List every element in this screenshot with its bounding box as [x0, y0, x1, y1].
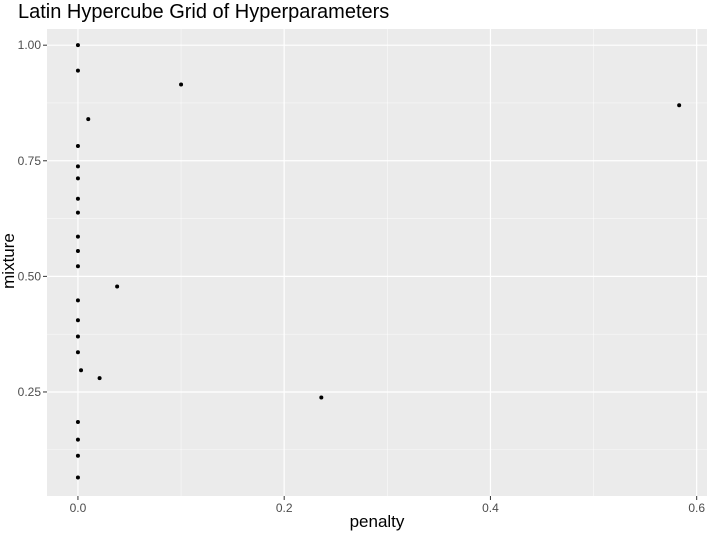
data-point [75, 453, 80, 458]
data-point [75, 437, 80, 442]
minor-grid-x [180, 29, 594, 496]
x-tick-label: 0.6 [688, 501, 705, 515]
data-point [75, 318, 80, 323]
data-point [97, 376, 102, 381]
y-tick-label: 0.50 [18, 269, 42, 283]
data-points [75, 43, 682, 480]
y-tick-label: 1.00 [18, 38, 42, 52]
minor-grid-y [47, 102, 707, 451]
data-point [179, 82, 184, 87]
data-point [75, 43, 80, 48]
data-point [75, 334, 80, 339]
major-grid-y [47, 44, 707, 393]
data-point [75, 298, 80, 303]
data-point [75, 475, 80, 480]
data-point [75, 210, 80, 215]
y-axis-title: mixture [0, 233, 18, 289]
y-tick-label: 0.75 [18, 154, 42, 168]
data-point [75, 350, 80, 355]
data-point [75, 420, 80, 425]
data-point [319, 395, 324, 400]
data-point [75, 176, 80, 181]
x-axis-ticks: 0.0 0.2 0.4 0.6 [70, 496, 705, 515]
data-point [75, 164, 80, 169]
data-point [79, 368, 84, 373]
data-point [75, 196, 80, 201]
data-point [75, 264, 80, 269]
x-tick-label: 0.0 [70, 501, 87, 515]
data-point [677, 103, 682, 108]
data-point [115, 284, 120, 289]
data-point [86, 117, 91, 122]
major-grid-x [77, 29, 698, 496]
chart-title: Latin Hypercube Grid of Hyperparameters [18, 1, 389, 23]
data-point [75, 234, 80, 239]
data-point [75, 248, 80, 253]
x-tick-label: 0.2 [276, 501, 293, 515]
y-tick-label: 0.25 [18, 385, 42, 399]
data-point [75, 68, 80, 73]
data-point [75, 143, 80, 148]
y-axis-ticks: 0.25 0.50 0.75 1.00 [18, 38, 47, 399]
x-tick-label: 0.4 [482, 501, 499, 515]
plot-panel [47, 29, 707, 496]
x-axis-title: penalty [350, 512, 405, 531]
